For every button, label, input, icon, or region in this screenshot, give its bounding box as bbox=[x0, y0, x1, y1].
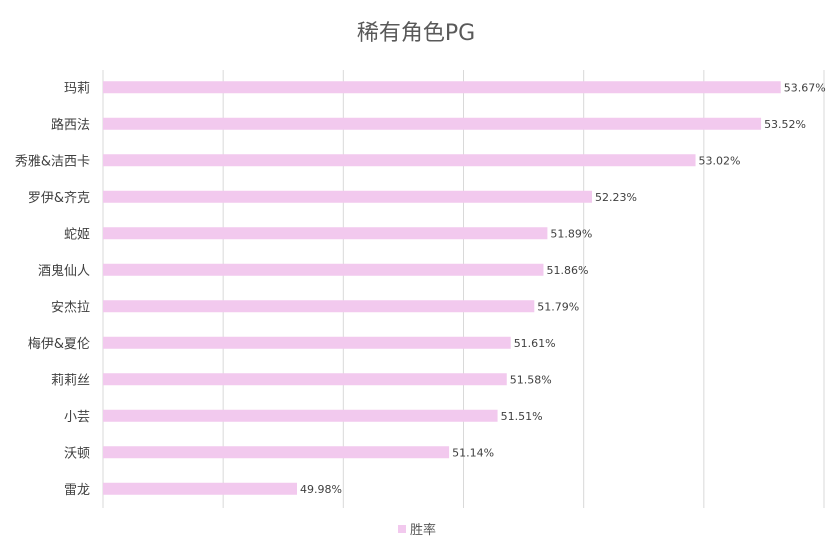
category-label: 秀雅&洁西卡 bbox=[15, 154, 90, 169]
category-label: 酒鬼仙人 bbox=[38, 263, 90, 279]
bar bbox=[103, 190, 592, 203]
category-label: 蛇姬 bbox=[64, 227, 90, 242]
bar bbox=[103, 300, 535, 313]
bar bbox=[103, 373, 507, 386]
data-label: 51.79% bbox=[537, 300, 579, 313]
bars bbox=[103, 81, 781, 495]
data-labels: 53.67% 53.52% 53.02% 52.23% 51.89% 51.86% 51.7… bbox=[300, 81, 826, 496]
data-label: 53.67% bbox=[784, 81, 826, 94]
data-label: 51.89% bbox=[550, 227, 592, 240]
bar bbox=[103, 117, 762, 130]
bar bbox=[103, 446, 450, 459]
data-label: 49.98% bbox=[300, 483, 342, 496]
bar bbox=[103, 263, 544, 276]
category-label: 玛莉 bbox=[64, 81, 90, 96]
category-label: 雷龙 bbox=[64, 483, 90, 498]
bar bbox=[103, 409, 498, 422]
data-label: 51.51% bbox=[501, 410, 543, 423]
data-label: 51.61% bbox=[514, 337, 556, 350]
category-label: 路西法 bbox=[51, 117, 90, 133]
chart-title: 稀有角色PG bbox=[357, 21, 475, 46]
bar bbox=[103, 482, 298, 495]
data-label: 53.02% bbox=[699, 154, 741, 167]
bar bbox=[103, 154, 696, 167]
category-label: 沃顿 bbox=[64, 446, 90, 461]
legend-label: 胜率 bbox=[410, 522, 436, 538]
category-label: 安杰拉 bbox=[51, 300, 90, 315]
gridlines bbox=[102, 70, 825, 508]
bar bbox=[103, 81, 781, 94]
bar bbox=[103, 227, 548, 240]
category-label: 莉莉丝 bbox=[51, 373, 90, 388]
legend: 胜率 bbox=[398, 522, 436, 538]
data-label: 51.86% bbox=[546, 264, 588, 277]
data-label: 52.23% bbox=[595, 191, 637, 204]
data-label: 51.58% bbox=[510, 373, 552, 386]
category-label: 小芸 bbox=[64, 409, 90, 425]
data-label: 51.14% bbox=[452, 446, 494, 459]
bar bbox=[103, 336, 511, 349]
data-label: 53.52% bbox=[764, 118, 806, 131]
category-label: 梅伊&夏伦 bbox=[28, 337, 90, 352]
category-label: 罗伊&齐克 bbox=[28, 190, 90, 206]
legend-swatch bbox=[398, 525, 406, 533]
